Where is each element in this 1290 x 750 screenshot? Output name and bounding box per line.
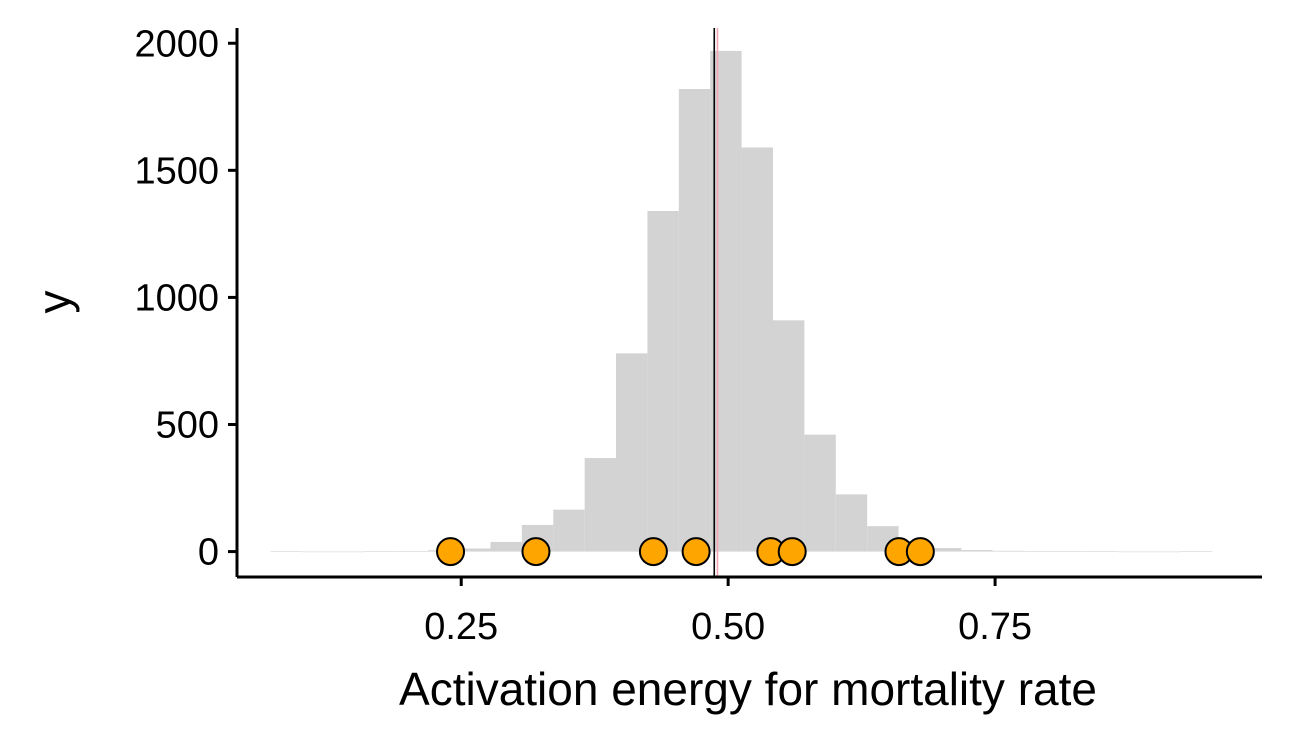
y-tick-label: 1500 bbox=[134, 150, 219, 192]
histogram-bars bbox=[270, 50, 1213, 553]
histogram-bar bbox=[835, 494, 868, 552]
reference-lines bbox=[713, 28, 719, 577]
histogram-bar bbox=[364, 551, 397, 552]
data-point bbox=[436, 537, 466, 567]
histogram-bar bbox=[961, 550, 993, 552]
x-axis-ticks: 0.25 0.50 0.75 bbox=[424, 577, 1032, 648]
histogram-bar bbox=[459, 548, 491, 552]
histogram-bar bbox=[302, 551, 334, 553]
histogram-bar bbox=[992, 550, 1025, 552]
histogram-bar bbox=[1086, 551, 1119, 552]
x-tick-label: 0.50 bbox=[691, 606, 765, 648]
histogram-bar bbox=[647, 211, 679, 552]
histogram-bar bbox=[616, 353, 648, 552]
histogram-bar bbox=[1118, 551, 1150, 553]
histogram-bar bbox=[1055, 551, 1087, 552]
histogram-bar bbox=[553, 509, 585, 552]
histogram-bar bbox=[678, 89, 711, 552]
y-axis-title: y bbox=[28, 291, 80, 314]
data-point bbox=[777, 537, 807, 567]
data-point bbox=[681, 537, 711, 567]
axes bbox=[235, 28, 1262, 579]
data-point bbox=[521, 537, 551, 567]
data-point bbox=[638, 537, 668, 567]
histogram-bar bbox=[490, 541, 522, 552]
y-tick-label: 1000 bbox=[134, 277, 219, 319]
x-axis-title: Activation energy for mortality rate bbox=[399, 663, 1097, 715]
histogram-bar bbox=[1181, 551, 1213, 552]
histogram-bar bbox=[929, 548, 962, 552]
histogram-bar bbox=[270, 551, 303, 552]
histogram-bar bbox=[333, 551, 365, 553]
histogram-bar bbox=[741, 147, 773, 552]
histogram-bar bbox=[804, 434, 836, 552]
histogram-bar bbox=[710, 50, 742, 552]
y-tick-label: 500 bbox=[156, 405, 219, 447]
y-tick-label: 0 bbox=[198, 532, 219, 574]
y-tick-label: 2000 bbox=[134, 23, 219, 65]
histogram-bar bbox=[772, 320, 805, 552]
histogram-bar bbox=[1149, 551, 1182, 553]
histogram-bar bbox=[584, 458, 617, 552]
x-tick-label: 0.25 bbox=[424, 606, 498, 648]
histogram-bar bbox=[1024, 551, 1056, 552]
histogram-bar bbox=[396, 551, 428, 552]
y-axis-ticks: 0 500 1000 1500 2000 bbox=[134, 23, 237, 574]
observation-points bbox=[436, 537, 935, 567]
x-tick-label: 0.75 bbox=[958, 606, 1032, 648]
data-point bbox=[905, 537, 935, 567]
